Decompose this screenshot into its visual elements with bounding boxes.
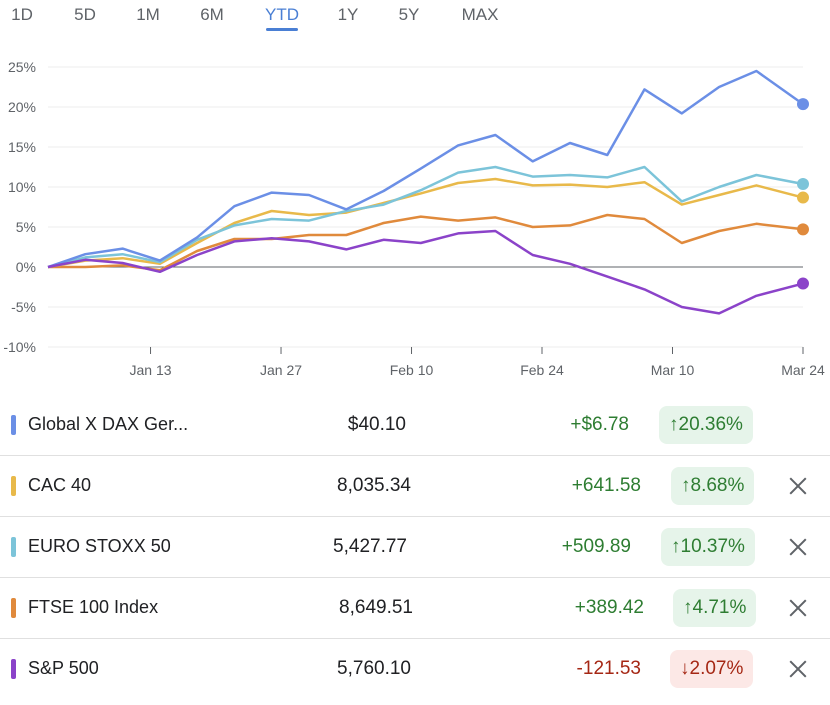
instrument-name: FTSE 100 Index (28, 597, 159, 617)
remove-comparison-button[interactable] (786, 596, 810, 620)
series-endpoint (797, 191, 809, 204)
price-change: +641.58 (571, 475, 641, 496)
arrow-up-icon: ↑ (669, 414, 679, 435)
tab-1y[interactable]: 1Y (337, 5, 359, 24)
x-tick-label: Feb 10 (390, 362, 434, 378)
arrow-up-icon: ↑ (683, 597, 693, 618)
y-tick-label: 20% (8, 99, 36, 115)
series-color-swatch (11, 659, 16, 679)
percent-change-value: 2.07% (689, 658, 744, 679)
x-tick-label: Feb 24 (520, 362, 564, 378)
price-change: +$6.78 (570, 414, 629, 435)
x-tick-label: Mar 24 (781, 362, 825, 378)
remove-comparison-button[interactable] (786, 535, 810, 559)
list-item[interactable]: S&P 500 5,760.10 -121.53 ↓2.07% (0, 639, 830, 700)
performance-chart[interactable]: 25% 20% 15% 10% 5% 0% -5% -10% Jan 13 Jan 27 Feb 1… (0, 40, 830, 390)
list-item[interactable]: FTSE 100 Index 8,649.51 +389.42 ↑4.71% (0, 578, 830, 639)
list-item[interactable]: EURO STOXX 50 5,427.77 +509.89 ↑10.37% (0, 517, 830, 578)
active-tab-indicator (266, 28, 298, 31)
instrument-price: 5,760.10 (337, 658, 411, 679)
percent-change-value: 10.37% (680, 536, 745, 557)
series-endpoint (797, 277, 809, 290)
percent-change-badge: ↑10.37% (661, 528, 755, 566)
instrument-price: 8,649.51 (339, 597, 413, 618)
tab-max[interactable]: MAX (461, 5, 499, 24)
tab-6m[interactable]: 6M (200, 5, 224, 24)
x-tick-label: Mar 10 (651, 362, 695, 378)
arrow-up-icon: ↑ (671, 536, 681, 557)
series-line (47, 229, 804, 315)
tab-1d[interactable]: 1D (11, 5, 33, 24)
y-tick-label: 25% (8, 59, 36, 75)
instrument-name: EURO STOXX 50 (28, 536, 171, 556)
arrow-up-icon: ↑ (681, 475, 691, 496)
y-tick-label: 15% (8, 139, 36, 155)
remove-comparison-button[interactable] (786, 657, 810, 681)
range-tabs: 1D 5D 1M 6M YTD 1Y 5Y MAX (0, 0, 830, 36)
series-endpoint (797, 223, 809, 236)
series-endpoint (797, 98, 809, 111)
y-tick-label: 0% (16, 259, 36, 275)
percent-change-badge: ↑8.68% (671, 467, 755, 505)
instrument-name: Global X DAX Ger... (28, 414, 189, 434)
series-color-swatch (11, 598, 16, 618)
y-tick-label: 10% (8, 179, 36, 195)
tab-5y[interactable]: 5Y (398, 5, 420, 24)
list-item[interactable]: CAC 40 8,035.34 +641.58 ↑8.68% (0, 456, 830, 517)
tab-5d[interactable]: 5D (74, 5, 96, 24)
series-color-swatch (11, 476, 16, 496)
percent-change-badge: ↓2.07% (670, 650, 754, 688)
series-line (47, 165, 804, 269)
price-change: +509.89 (561, 536, 631, 557)
series-endpoint (797, 178, 809, 191)
price-change: +389.42 (574, 597, 644, 618)
instrument-name: S&P 500 (28, 658, 99, 678)
series-line (48, 213, 804, 272)
comparison-list: Global X DAX Ger... $40.10 +$6.78 ↑20.36… (0, 395, 830, 700)
series-color-swatch (11, 537, 16, 557)
instrument-price: 8,035.34 (337, 475, 411, 496)
y-tick-label: -10% (3, 339, 36, 355)
percent-change-value: 20.36% (678, 414, 743, 435)
series-color-swatch (11, 415, 16, 435)
percent-change-badge: ↑20.36% (659, 406, 753, 444)
list-item[interactable]: Global X DAX Ger... $40.10 +$6.78 ↑20.36… (0, 395, 830, 456)
percent-change-value: 8.68% (690, 475, 745, 496)
x-tick-label: Jan 13 (130, 362, 172, 378)
percent-change-value: 4.71% (692, 597, 747, 618)
price-change: -121.53 (576, 658, 641, 679)
series-line (47, 69, 804, 269)
remove-comparison-button[interactable] (786, 474, 810, 498)
x-tick-label: Jan 27 (260, 362, 302, 378)
tab-1m[interactable]: 1M (136, 5, 160, 24)
arrow-down-icon: ↓ (680, 658, 690, 679)
series-line (47, 177, 804, 269)
instrument-price: 5,427.77 (333, 536, 407, 557)
tab-ytd[interactable]: YTD (265, 5, 299, 24)
percent-change-badge: ↑4.71% (673, 589, 757, 627)
instrument-price: $40.10 (347, 414, 406, 435)
y-tick-label: -5% (11, 299, 36, 315)
instrument-name: CAC 40 (28, 475, 92, 495)
y-tick-label: 5% (16, 219, 36, 235)
